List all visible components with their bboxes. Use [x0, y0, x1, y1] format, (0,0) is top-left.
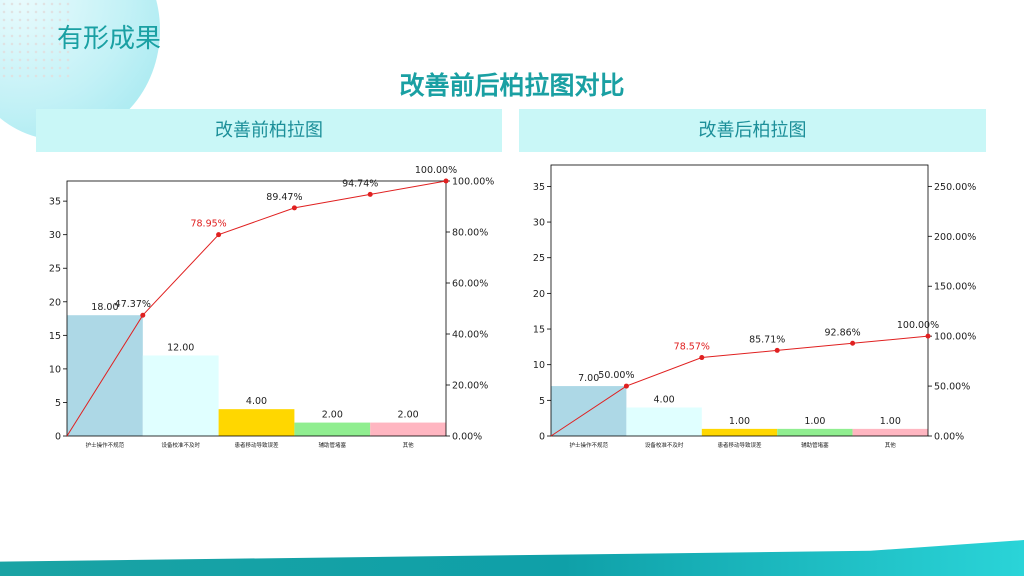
- y-tick-label: 20: [49, 297, 61, 308]
- bar: [218, 409, 295, 436]
- bar-value-label: 7.00: [578, 373, 599, 384]
- pareto-chart-after: 7.00 护士操作不规范 4.00 设备校准不及时 1.00 患者移动导致误差 1.00 辅助…: [533, 164, 976, 449]
- cumulative-label: 92.86%: [824, 327, 860, 338]
- dot-grid-decoration: [0, 0, 70, 80]
- x-tick-label: 辅助管堵塞: [801, 441, 829, 449]
- comparison-title: 改善前后柏拉图对比: [399, 71, 625, 100]
- y-tick-label: 25: [49, 264, 61, 275]
- cumulative-point: [140, 312, 146, 318]
- y2-tick-label: 100.00%: [452, 177, 494, 188]
- cumulative-point: [699, 355, 705, 361]
- cumulative-point: [216, 232, 222, 238]
- y-tick-label: 30: [49, 230, 61, 241]
- x-tick-label: 设备校准不及时: [161, 441, 200, 449]
- y2-tick-label: 150.00%: [934, 282, 976, 293]
- cumulative-label: 47.37%: [115, 299, 151, 310]
- bar-value-label: 4.00: [654, 394, 675, 405]
- y-tick-label: 15: [49, 331, 61, 342]
- pareto-chart-before: 18.00 护士操作不规范 12.00 设备校准不及时 4.00 患者移动导致误差 2.00…: [49, 165, 494, 449]
- y-tick-label: 25: [533, 253, 545, 264]
- y2-tick-label: 50.00%: [934, 382, 970, 393]
- bar: [777, 428, 853, 436]
- y-tick-label: 35: [533, 182, 545, 193]
- plot-frame: [66, 180, 447, 437]
- y-tick-label: 5: [539, 396, 545, 407]
- cumulative-point: [774, 347, 780, 353]
- y2-tick-label: 250.00%: [934, 182, 976, 193]
- cumulative-line: [66, 180, 447, 437]
- cumulative-label: 89.47%: [266, 192, 302, 203]
- y2-tick-label: 40.00%: [452, 330, 488, 341]
- cumulative-label: 78.57%: [674, 342, 710, 353]
- cumulative-label: 100.00%: [415, 165, 457, 176]
- y-tick-label: 0: [55, 432, 61, 443]
- x-tick-label: 设备校准不及时: [645, 441, 684, 449]
- x-tick-label: 护士操作不规范: [569, 441, 608, 449]
- after-chart-header: 改善后柏拉图: [519, 109, 986, 152]
- bar-value-label: 12.00: [167, 342, 194, 353]
- x-tick-label: 患者移动导致误差: [717, 441, 762, 449]
- bar: [294, 422, 371, 436]
- y2-tick-label: 0.00%: [934, 432, 964, 443]
- bar: [142, 355, 219, 436]
- bar-value-label: 1.00: [880, 416, 901, 427]
- cumulative-point: [850, 340, 856, 346]
- cumulative-label: 50.00%: [598, 370, 634, 381]
- cumulative-point: [925, 333, 931, 339]
- footer-wave: [0, 540, 1024, 576]
- cumulative-point: [291, 205, 297, 211]
- cumulative-point: [623, 383, 629, 389]
- y-tick-label: 15: [533, 325, 545, 336]
- y2-tick-label: 20.00%: [452, 381, 488, 392]
- x-tick-label: 患者移动导致误差: [234, 441, 279, 449]
- plot-frame: [550, 164, 929, 437]
- cumulative-label: 78.95%: [190, 219, 226, 230]
- bar-value-label: 2.00: [322, 410, 343, 421]
- x-tick-label: 护士操作不规范: [86, 441, 125, 449]
- bar: [626, 407, 702, 436]
- cumulative-point: [367, 191, 373, 197]
- y-tick-label: 0: [539, 432, 545, 443]
- bar: [370, 422, 446, 436]
- y-tick-label: 20: [533, 289, 545, 300]
- bar: [701, 428, 778, 436]
- y-tick-label: 30: [533, 218, 545, 229]
- page-heading: 有形成果: [57, 24, 162, 54]
- bar: [852, 428, 928, 436]
- bar-value-label: 1.00: [804, 416, 825, 427]
- before-chart-header: 改善前柏拉图: [36, 109, 502, 152]
- x-tick-label: 其他: [403, 441, 415, 449]
- y2-tick-label: 0.00%: [452, 432, 482, 443]
- bar-value-label: 18.00: [91, 302, 118, 313]
- x-tick-label: 辅助管堵塞: [319, 441, 347, 449]
- x-tick-label: 其他: [885, 441, 897, 449]
- cumulative-label: 94.74%: [342, 178, 378, 189]
- cumulative-label: 100.00%: [897, 320, 939, 331]
- y2-tick-label: 100.00%: [934, 332, 976, 343]
- y-tick-label: 10: [49, 364, 61, 375]
- cumulative-point: [443, 178, 449, 184]
- bar-value-label: 1.00: [729, 416, 750, 427]
- bar-value-label: 2.00: [398, 410, 419, 421]
- y2-tick-label: 200.00%: [934, 232, 976, 243]
- y-tick-label: 10: [533, 360, 545, 371]
- cumulative-label: 85.71%: [749, 334, 785, 345]
- cumulative-line: [550, 335, 929, 437]
- bar-value-label: 4.00: [246, 396, 267, 407]
- y-tick-label: 5: [55, 398, 61, 409]
- y2-tick-label: 80.00%: [452, 228, 488, 239]
- y2-tick-label: 60.00%: [452, 279, 488, 290]
- y-tick-label: 35: [49, 197, 61, 208]
